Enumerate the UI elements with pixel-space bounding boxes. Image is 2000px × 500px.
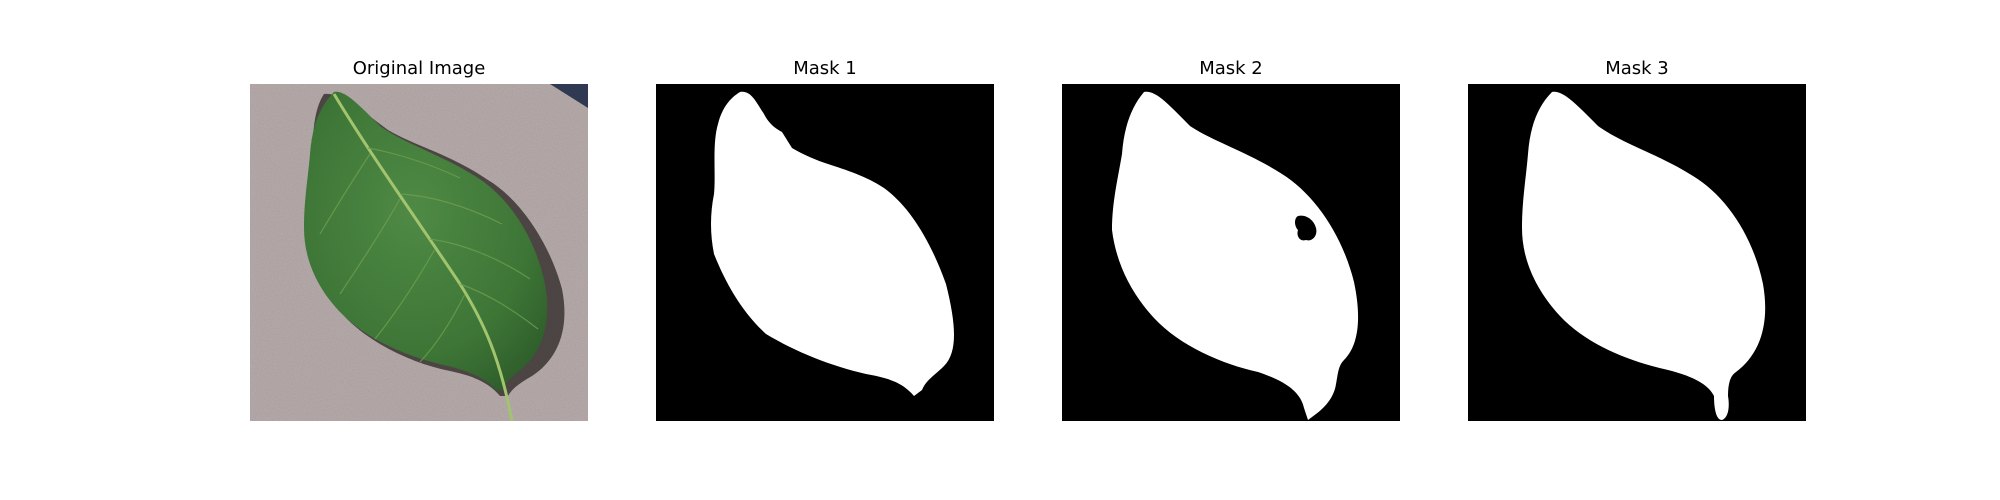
mask-2-region [1112, 91, 1359, 421]
original-leaf-photo [250, 84, 588, 421]
leaf [304, 91, 548, 391]
mask-2-image [1062, 84, 1400, 421]
mask-2-hole [1295, 215, 1317, 241]
mask-1-image [656, 84, 994, 421]
panel-mask-3: Mask 3 [1468, 0, 1806, 500]
panel-mask-1: Mask 1 [656, 0, 994, 500]
panel-title: Mask 3 [1605, 58, 1669, 79]
panel-title: Mask 1 [793, 58, 857, 79]
mask-1-region [711, 91, 954, 396]
corner-object [550, 84, 588, 108]
leaf-midrib [332, 93, 514, 421]
panel-title: Original Image [352, 58, 486, 79]
mask-3-region [1522, 91, 1766, 421]
mask-3-image [1468, 84, 1806, 421]
panel-original: Original Image [250, 0, 588, 500]
panel-mask-2: Mask 2 [1062, 0, 1400, 500]
panel-title: Mask 2 [1199, 58, 1263, 79]
